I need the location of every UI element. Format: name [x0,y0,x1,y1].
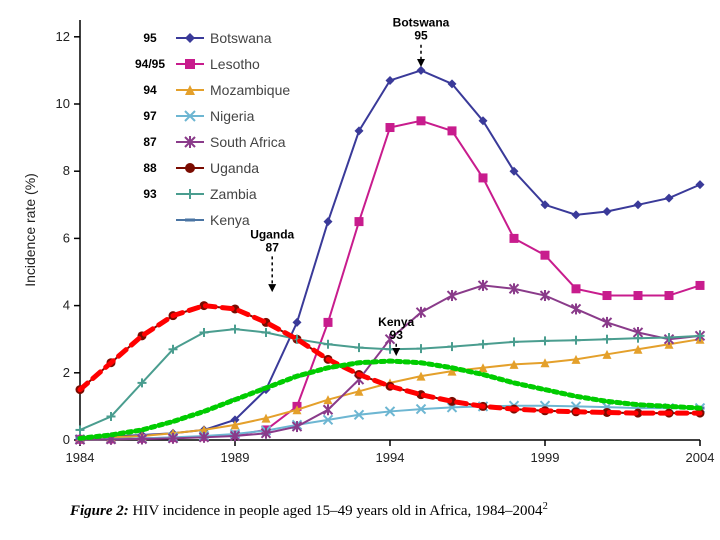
figure-caption: Figure 2: HIV incidence in people aged 1… [70,501,548,520]
svg-text:1994: 1994 [376,450,405,465]
svg-text:93: 93 [390,328,404,342]
svg-text:12: 12 [56,29,70,44]
left-label: 88 [143,161,157,175]
legend-Botswana: Botswana [210,30,272,46]
annotation-Kenya: Kenya [378,315,414,329]
legend-Kenya: Kenya [210,212,250,228]
legend-Lesotho: Lesotho [210,56,260,72]
svg-text:1999: 1999 [531,450,560,465]
svg-text:95: 95 [414,29,428,43]
svg-text:1984: 1984 [66,450,95,465]
caption-text: HIV incidence in people aged 15–49 years… [129,503,543,519]
series-overlay-green [80,361,700,438]
annotation-Uganda: Uganda [250,227,294,241]
left-label: 97 [143,109,157,123]
svg-text:4: 4 [63,298,70,313]
legend-South Africa: South Africa [210,134,286,150]
svg-text:2: 2 [63,365,70,380]
annotation-Botswana: Botswana [393,16,450,30]
svg-text:6: 6 [63,230,70,245]
legend-Zambia: Zambia [210,186,257,202]
legend-Mozambique: Mozambique [210,82,290,98]
svg-text:Incidence rate (%): Incidence rate (%) [22,173,38,287]
svg-text:1989: 1989 [221,450,250,465]
svg-text:8: 8 [63,163,70,178]
svg-text:87: 87 [266,240,280,254]
left-label: 95 [143,31,157,45]
svg-text:0: 0 [63,432,70,447]
svg-text:2004: 2004 [686,450,715,465]
left-label: 87 [143,135,157,149]
svg-text:10: 10 [56,96,70,111]
caption-label: Figure 2: [70,503,129,519]
caption-sup: 2 [543,501,548,512]
left-label: 94 [143,83,157,97]
series-Lesotho [76,116,705,444]
left-label: 94/95 [135,57,165,71]
left-label: 93 [143,187,157,201]
line-chart: 0 2 4 6 8 10 12 1984 1989 1994 1999 2004 Incidence r… [0,0,720,490]
legend-Nigeria: Nigeria [210,108,255,124]
legend-Uganda: Uganda [210,160,259,176]
